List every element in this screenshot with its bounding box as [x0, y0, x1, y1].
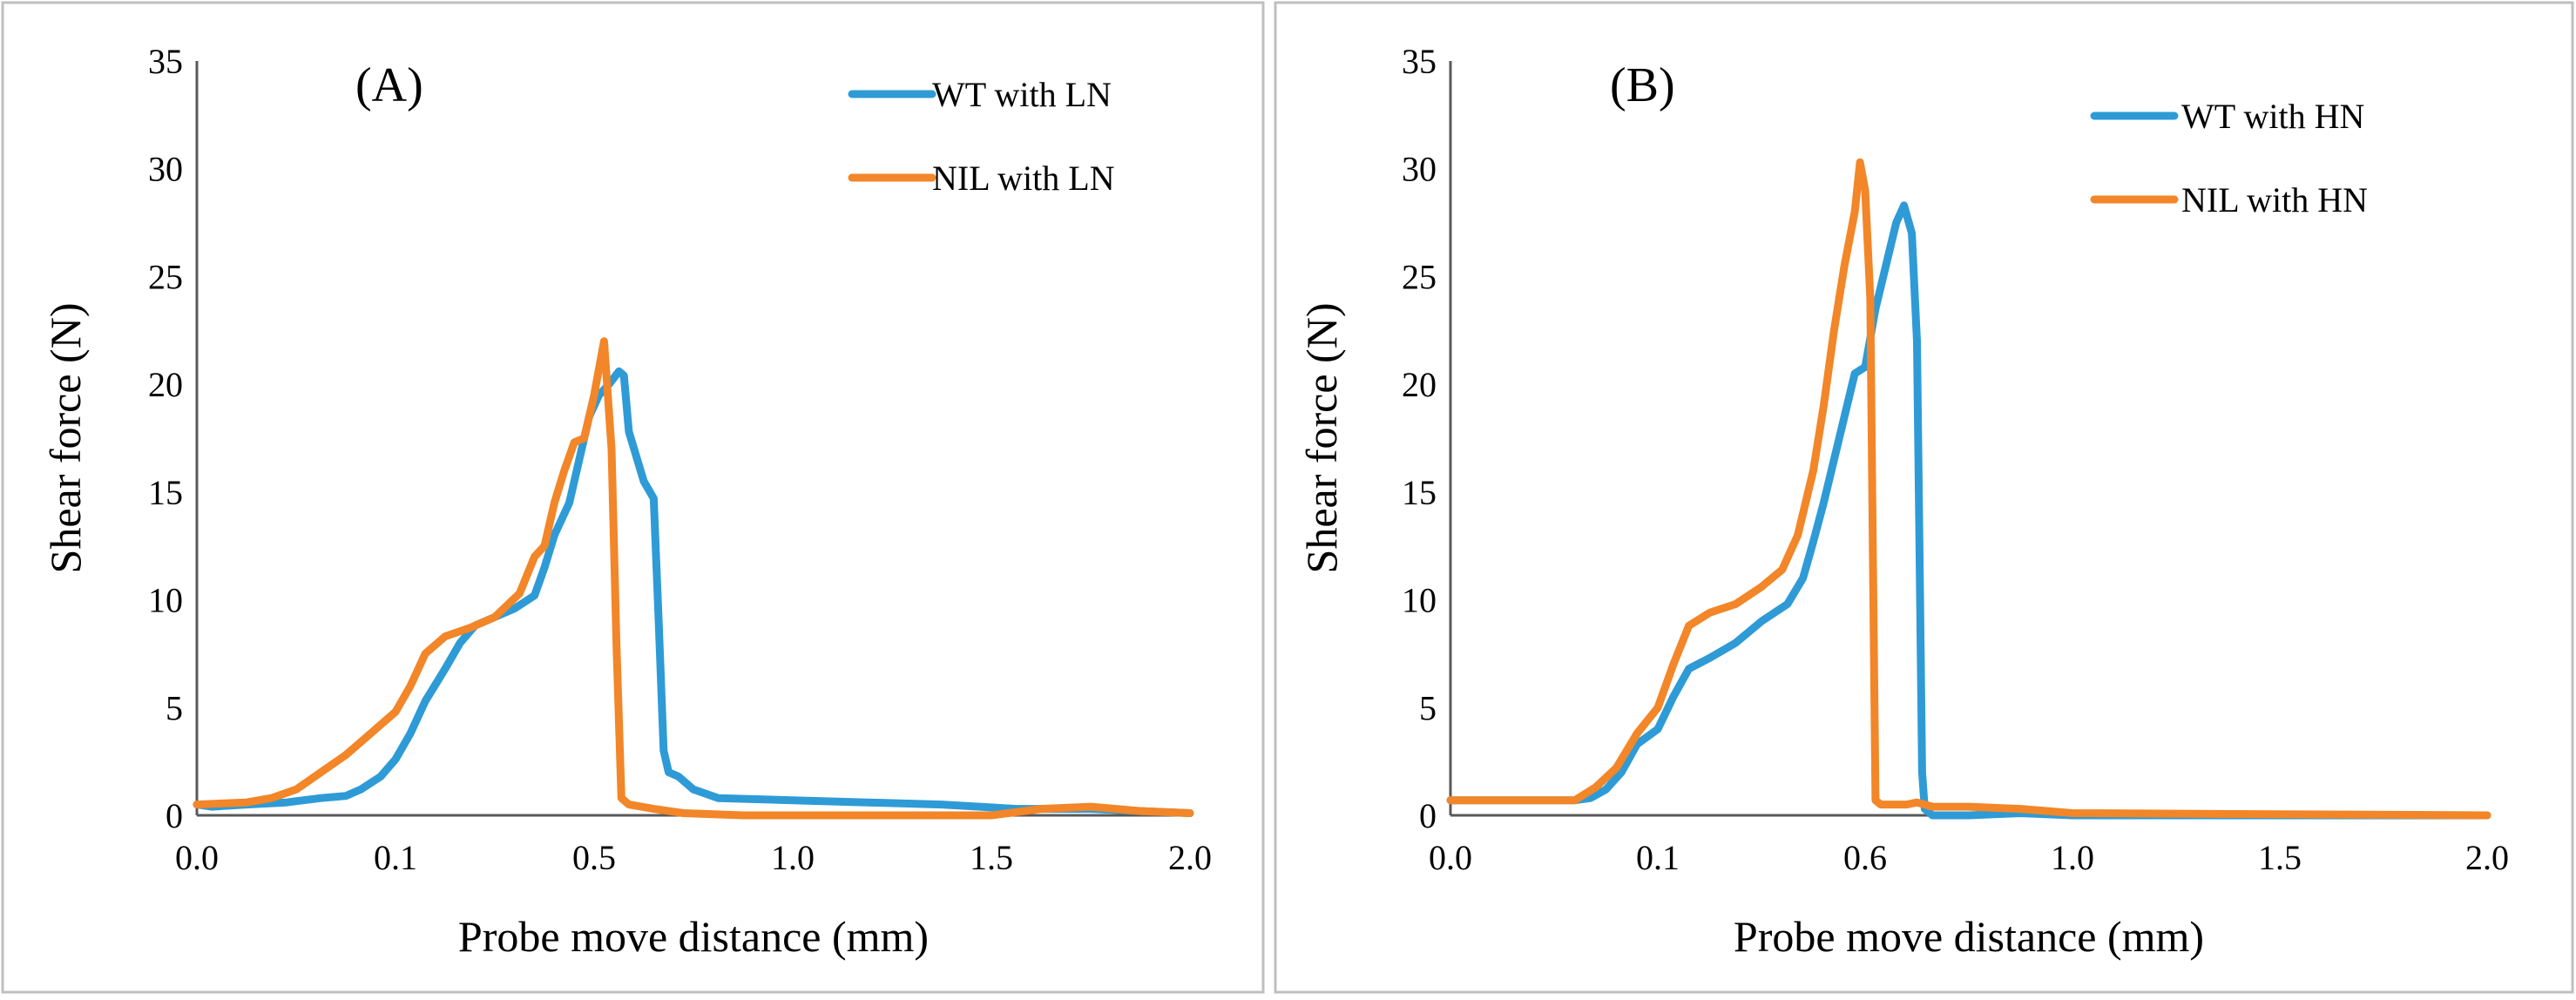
panel-b-y-axis-title: Shear force (N) [1297, 303, 1346, 574]
panel-a-x-axis-title: Probe move distance (mm) [458, 912, 929, 961]
panel-a-y-axis-title: Shear force (N) [41, 303, 90, 574]
panel-a: (A) Probe move distance (mm) Shear force… [1, 1, 1265, 994]
panel-b-y-tick-label: 25 [1402, 257, 1437, 296]
panel-a-x-tick-label: 0.1 [374, 838, 417, 877]
panel-a-legend-label: WT with LN [932, 75, 1112, 114]
panel-b-legend: WT with HN NIL with HN [2090, 97, 2368, 220]
panel-a-legend-label: NIL with LN [932, 159, 1115, 198]
panel-a-label: (A) [355, 58, 423, 112]
panel-b-x-tick-label: 0.0 [1429, 838, 1472, 877]
panel-b-y-tick-label: 30 [1402, 150, 1437, 189]
panel-b-x-tick-label: 0.1 [1636, 838, 1680, 877]
panel-b-x-tick-label: 1.0 [2051, 838, 2094, 877]
panel-b-frame [1274, 1, 2574, 994]
panel-b-x-tick-label: 1.5 [2258, 838, 2302, 877]
panel-a-y-tick-label: 20 [148, 365, 183, 404]
panel-b-x-axis-title: Probe move distance (mm) [1734, 912, 2204, 961]
panel-b-series [1446, 158, 2491, 820]
panel-a-x-tick-labels: 0.0 0.1 0.5 1.0 1.5 2.0 [175, 838, 1212, 877]
panel-b-y-tick-label: 20 [1402, 365, 1437, 404]
panel-a-x-tick-label: 1.0 [771, 838, 815, 877]
panel-b-series-nil-line [1446, 158, 2491, 820]
panel-a-x-tick-label: 0.0 [175, 838, 219, 877]
panel-a-x-tick-label: 0.5 [572, 838, 616, 877]
panel-b-legend-label: WT with HN [2181, 97, 2364, 136]
panel-a-y-tick-label: 15 [148, 473, 183, 512]
panel-a-y-tick-label: 10 [148, 581, 183, 620]
panel-a-y-tick-label: 30 [148, 150, 183, 189]
panel-a-frame [1, 1, 1265, 994]
panel-b-x-tick-label: 0.6 [1843, 838, 1887, 877]
panel-b-y-tick-label: 15 [1402, 473, 1437, 512]
panel-b-y-tick-label: 10 [1402, 581, 1437, 620]
panel-a-y-tick-label: 0 [166, 796, 183, 835]
panel-a-y-tick-label: 25 [148, 257, 183, 296]
panel-b-y-tick-labels: 0 5 10 15 20 25 30 35 [1402, 42, 1437, 835]
panel-b-y-tick-label: 5 [1419, 688, 1437, 727]
panel-b: (B) Probe move distance (mm) Shear force… [1274, 1, 2574, 994]
panel-b-y-tick-label: 0 [1419, 796, 1437, 835]
panel-a-x-tick-label: 2.0 [1168, 838, 1212, 877]
panel-b-legend-label: NIL with HN [2181, 180, 2368, 220]
panel-b-label: (B) [1610, 58, 1675, 112]
panel-a-series-nil-line [193, 337, 1194, 820]
panel-b-x-tick-labels: 0.0 0.1 0.6 1.0 1.5 2.0 [1429, 838, 2509, 877]
panel-a-series [193, 337, 1194, 820]
panel-b-x-tick-label: 2.0 [2465, 838, 2509, 877]
panel-a-y-tick-label: 35 [148, 42, 183, 81]
panel-a-legend: WT with LN NIL with LN [848, 75, 1115, 198]
panel-a-y-tick-label: 5 [166, 688, 183, 727]
panel-b-series-wt-line [1446, 201, 2491, 820]
panel-a-x-tick-label: 1.5 [970, 838, 1013, 877]
panel-b-y-tick-label: 35 [1402, 42, 1437, 81]
panel-a-y-tick-labels: 0 5 10 15 20 25 30 35 [148, 42, 183, 835]
